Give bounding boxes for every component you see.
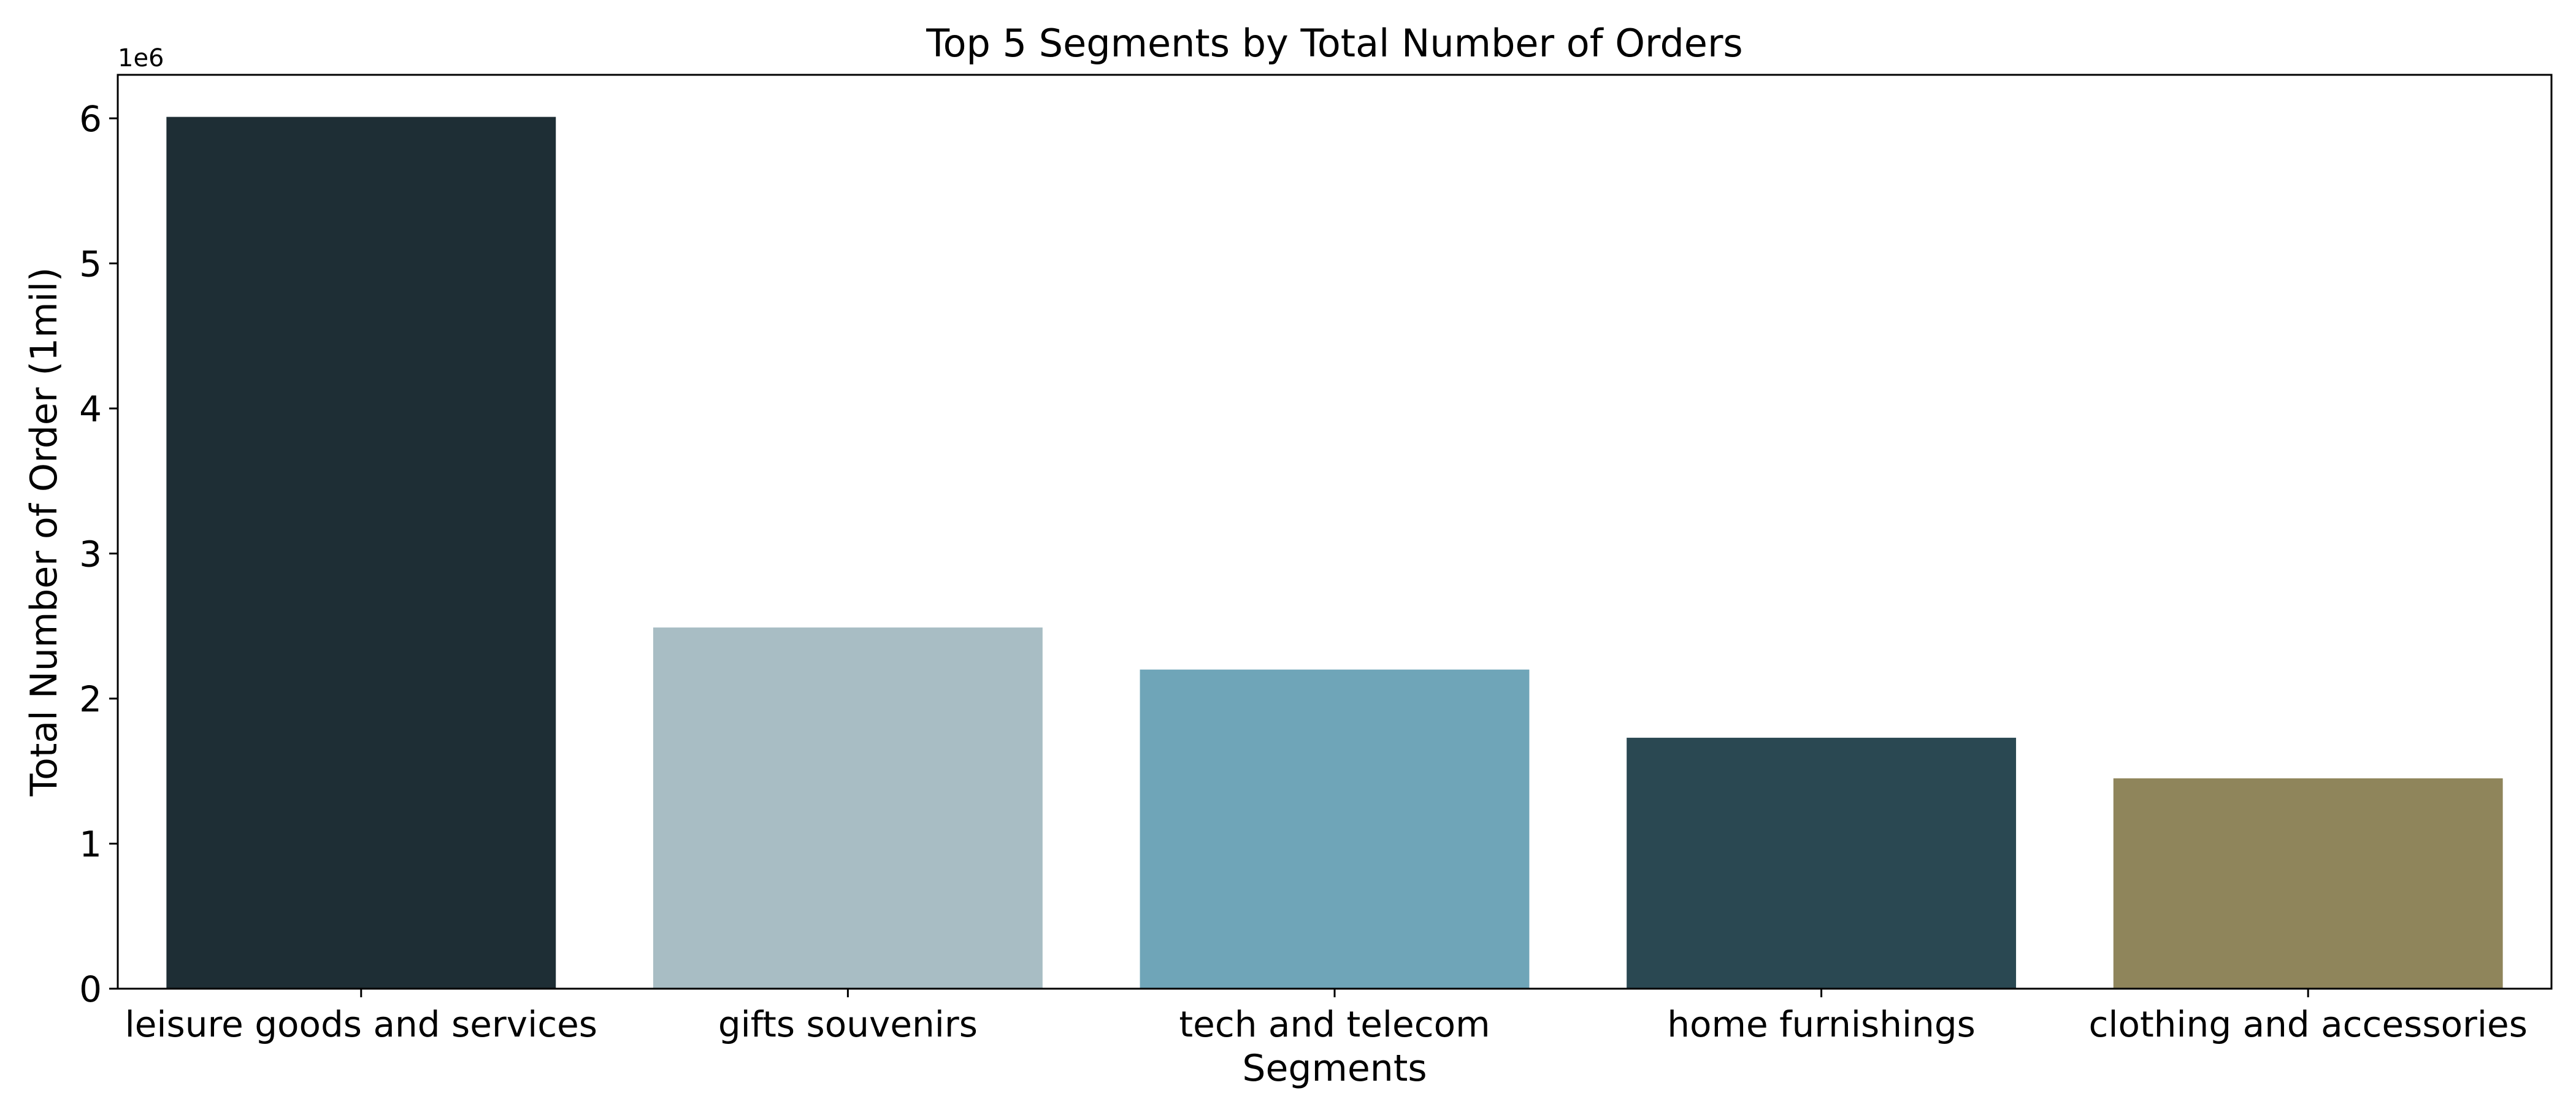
y-tick-label: 2: [79, 678, 102, 720]
x-tick-label: gifts souvenirs: [718, 1003, 978, 1045]
x-tick-label: tech and telecom: [1179, 1003, 1490, 1045]
y-tick-label: 4: [79, 388, 102, 430]
bar-clothing-and-accessories: [2113, 778, 2503, 989]
bar-home-furnishings: [1627, 737, 2017, 989]
x-tick-label: leisure goods and services: [125, 1003, 597, 1045]
bars-group: [166, 117, 2503, 989]
y-tick-label: 6: [79, 98, 102, 140]
y-tick-label: 1: [79, 823, 102, 865]
x-tick-label: home furnishings: [1667, 1003, 1976, 1045]
y-tick-label: 3: [79, 533, 102, 575]
bar-gifts-souvenirs: [653, 627, 1043, 989]
x-axis-title: Segments: [1242, 1047, 1427, 1090]
plot-frame: [117, 74, 2553, 990]
y-tick-label: 5: [79, 243, 102, 285]
bar-tech-and-telecom: [1140, 669, 1530, 989]
y-axis-offset-label: 1e6: [118, 44, 164, 72]
x-tick-label: clothing and accessories: [2088, 1003, 2527, 1045]
y-axis-title: Total Number of Order (1mil): [23, 267, 66, 797]
y-axis-ticks: 0 1 2 3 4 5 6: [79, 98, 118, 1010]
x-axis-ticks: leisure goods and services gifts souvenir…: [125, 989, 2528, 1045]
y-tick-label: 0: [79, 968, 102, 1010]
chart-title: Top 5 Segments by Total Number of Orders: [926, 21, 1743, 66]
bar-leisure-goods-and-services: [166, 117, 556, 989]
